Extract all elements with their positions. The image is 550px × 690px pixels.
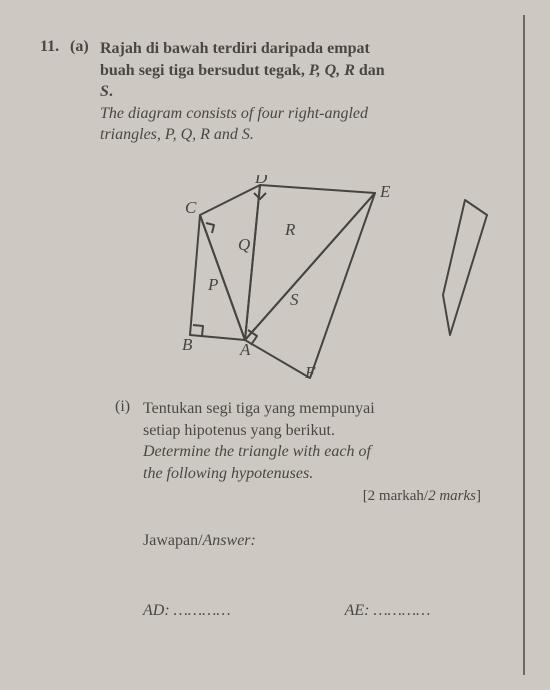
sub-en-2: the following hypotenuses. (143, 465, 313, 482)
q-en-line1: The diagram consists of four right-angle… (100, 105, 368, 122)
vertex-c: C (185, 198, 197, 217)
question-part: (a) (70, 38, 89, 56)
label-s: S (290, 290, 299, 309)
sub-ms-2: setiap hipotenus yang berikut. (143, 422, 335, 439)
page-right-rule (523, 15, 525, 675)
ad-label: AD: (143, 602, 170, 619)
question-text: Rajah di bawah terdiri daripada empat bu… (100, 38, 470, 146)
jawapan-ms: Jawapan/ (143, 532, 203, 549)
vertex-a: A (239, 340, 251, 359)
vertex-d: D (254, 175, 268, 187)
ae-label: AE: (345, 602, 370, 619)
vertex-b: B (182, 335, 193, 354)
answer-heading: Jawapan/Answer: (143, 532, 256, 550)
marks-close: ] (476, 488, 481, 504)
triangles-diagram: B C D E F A P Q R S (160, 175, 420, 380)
sub-question: (i) Tentukan segi tiga yang mempunyai se… (115, 398, 515, 507)
marks-ms: [2 markah/ (363, 488, 428, 504)
sub-number: (i) (115, 398, 130, 416)
triangle-s (245, 193, 375, 378)
q-ms-var-s: S (100, 83, 109, 100)
label-q: Q (238, 235, 250, 254)
label-p: P (207, 275, 218, 294)
q-ms-line2b: dan (355, 62, 385, 79)
q-ms-dot: . (109, 83, 113, 100)
side-sliver-figure (435, 195, 495, 340)
vertex-e: E (379, 182, 391, 201)
q-ms-line1: Rajah di bawah terdiri daripada empat (100, 40, 370, 57)
sub-ms-1: Tentukan segi tiga yang mempunyai (143, 400, 375, 417)
q-ms-line2a: buah segi tiga bersudut tegak, (100, 62, 309, 79)
vertex-f: F (304, 363, 316, 380)
right-angle-c (206, 223, 214, 233)
ae-dots: ………… (369, 602, 430, 619)
jawapan-en: Answer: (203, 532, 256, 549)
q-ms-vars: P, Q, R (309, 62, 355, 79)
q-en-line2: triangles, P, Q, R and S. (100, 126, 254, 143)
right-angle-b (193, 325, 203, 336)
marks-en: 2 marks (428, 488, 476, 504)
marks-line: [2 markah/2 marks] (143, 486, 481, 506)
ad-dots: ………… (170, 602, 231, 619)
label-r: R (284, 220, 296, 239)
triangle-q (200, 185, 260, 340)
answer-blanks: AD: ………… AE: ………… (143, 602, 523, 620)
question-number: 11. (40, 38, 59, 56)
sub-en-1: Determine the triangle with each of (143, 443, 371, 460)
